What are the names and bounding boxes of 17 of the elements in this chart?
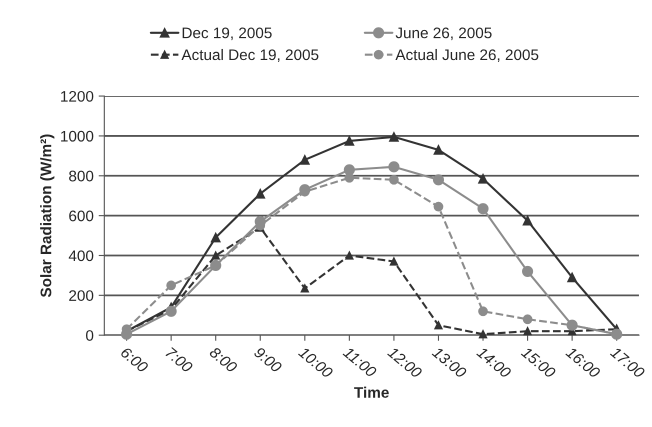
x-tick-label: 7:00	[165, 346, 194, 374]
y-tick-label: 800	[69, 170, 94, 182]
legend-label: Dec 19, 2005	[182, 27, 272, 40]
y-tick-label: 400	[68, 250, 94, 262]
x-tick-label: 9:00	[253, 346, 283, 374]
y-tick-label: 1200	[61, 90, 94, 102]
legend-label: Actual Dec 19, 2005	[181, 48, 318, 62]
y-tick-label: 1000	[61, 130, 94, 142]
x-tick-label: 8:00	[208, 346, 238, 374]
legend-label: June 26, 2005	[396, 27, 492, 40]
legend-label: Actual June 26, 2005	[395, 48, 538, 62]
y-axis-title: Solar Radiation (W/m²)	[40, 134, 54, 298]
y-tick-label: 200	[69, 290, 94, 302]
y-tick-label: 0	[86, 330, 94, 341]
y-tick-label: 600	[69, 210, 94, 222]
x-axis-title: Time	[354, 386, 389, 398]
x-tick-label: 6:00	[120, 346, 150, 374]
